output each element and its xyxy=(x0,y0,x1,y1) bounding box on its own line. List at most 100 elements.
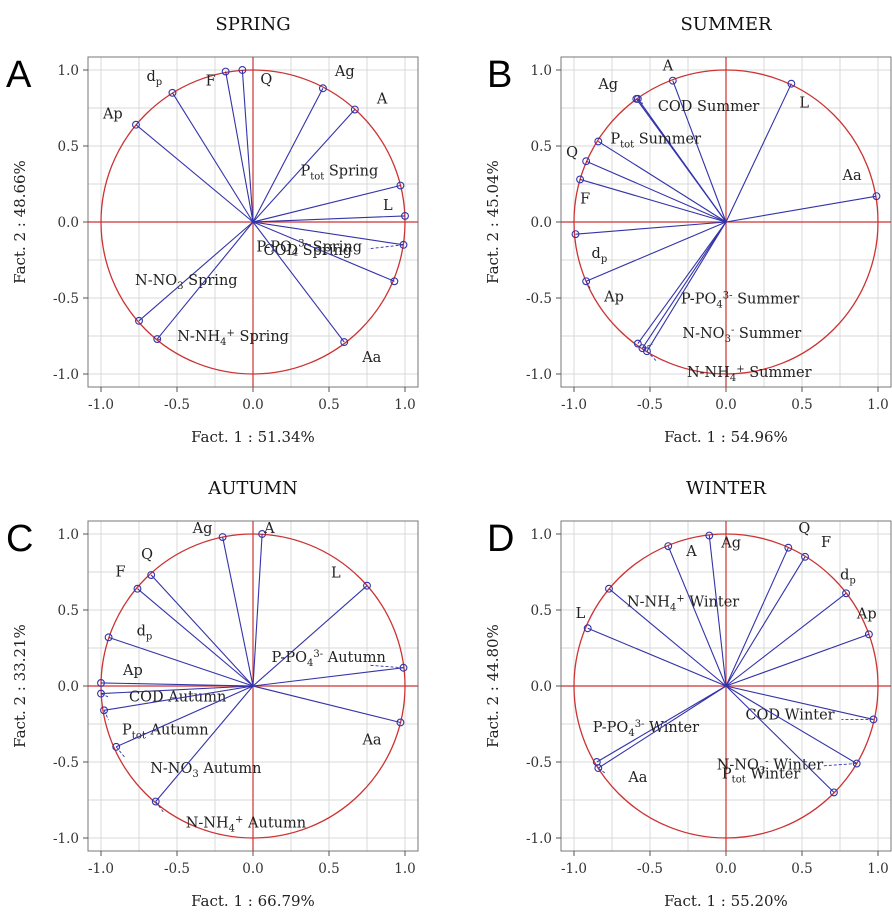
y-tick-label: 1.0 xyxy=(531,63,552,79)
point-label: Aa xyxy=(361,350,381,366)
loading-point xyxy=(668,76,677,85)
point-label: Ptot Winter xyxy=(722,766,800,785)
loading-point xyxy=(399,663,408,672)
loading-vector xyxy=(587,627,727,687)
loading-point xyxy=(133,584,142,593)
loading-vector xyxy=(598,685,727,769)
point-label: P-PO43- Summer xyxy=(681,291,800,311)
label-leader xyxy=(637,98,644,105)
loading-point xyxy=(135,316,143,325)
loading-point xyxy=(396,718,405,727)
label-leader xyxy=(100,693,109,698)
panel-title: WINTER xyxy=(686,478,767,499)
panel-letter: A xyxy=(6,54,32,96)
loading-point xyxy=(151,797,160,806)
x-tick-label: 0.5 xyxy=(318,861,339,877)
point-label: F xyxy=(580,191,590,207)
loading-vector xyxy=(637,98,727,223)
loading-point xyxy=(633,339,642,348)
label-leader xyxy=(368,244,404,250)
loading-point xyxy=(258,530,267,538)
loading-point xyxy=(605,584,613,593)
loading-point xyxy=(100,706,108,715)
loading-vector xyxy=(585,160,727,223)
point-label: P-PO43- Spring xyxy=(256,238,362,258)
point-label: Ap xyxy=(603,289,624,305)
x-tick-label: 0.5 xyxy=(791,861,812,877)
x-tick-label: 0.0 xyxy=(715,861,736,877)
loading-vector xyxy=(222,536,254,687)
y-axis-label: Fact. 2 : 33.21% xyxy=(11,624,29,748)
point-label: dp xyxy=(840,567,856,586)
panel-c: AUTUMN C -1.0 -1.0 -0.5 -0.5 0.0 0.0 0.5 0.5 1.0 1.… xyxy=(6,478,419,910)
point-label: Ag xyxy=(720,536,741,552)
loading-vector xyxy=(150,574,254,687)
loading-vector xyxy=(641,221,727,349)
y-tick-label: 0.5 xyxy=(531,139,552,155)
point-label: Aa xyxy=(361,732,381,748)
loading-vector xyxy=(171,92,254,223)
label-leader xyxy=(370,664,404,669)
point-label: Q xyxy=(141,547,153,563)
y-tick-label: -0.5 xyxy=(526,291,552,307)
y-tick-label: 1.0 xyxy=(58,527,79,543)
x-tick-label: 0.5 xyxy=(318,397,339,413)
y-tick-label: -1.0 xyxy=(526,367,552,383)
loading-point xyxy=(399,240,408,249)
loading-vector xyxy=(100,685,254,695)
point-label: L xyxy=(799,96,809,112)
loading-vector xyxy=(252,685,401,724)
loading-vector xyxy=(637,221,727,344)
y-tick-label: -0.5 xyxy=(526,755,552,771)
loading-point xyxy=(401,211,409,220)
loading-vector xyxy=(725,685,858,764)
label-leader xyxy=(598,767,607,775)
loading-vector xyxy=(725,592,847,687)
x-tick-label: -1.0 xyxy=(88,861,114,877)
point-label: F xyxy=(206,74,216,90)
loading-vector xyxy=(725,633,870,687)
point-label: Ap xyxy=(102,107,123,123)
label-leader xyxy=(585,281,592,290)
point-label: Ptot Spring xyxy=(300,164,378,183)
point-label: P-PO43- Winter xyxy=(593,719,699,739)
point-label: dp xyxy=(137,623,153,642)
y-axis-label: Fact. 2 : 48.66% xyxy=(11,160,29,284)
loading-vector xyxy=(252,221,345,343)
loading-vector xyxy=(225,71,254,223)
loading-vector xyxy=(725,83,792,223)
point-label: N-NO3 Autumn xyxy=(150,761,261,780)
panel-b: SUMMER B -1.0 -1.0 -0.5 -0.5 0.0 0.0 0.5 0.5 1.0 1.… xyxy=(484,14,892,446)
point-label: Ptot Summer xyxy=(610,131,701,150)
loading-point xyxy=(104,633,113,642)
loading-vector xyxy=(155,685,254,802)
label-leader xyxy=(115,746,126,758)
y-tick-label: 0.5 xyxy=(58,603,79,619)
x-tick-label: -0.5 xyxy=(164,861,190,877)
panel-a: SPRING A -1.0 -1.0 -0.5 -0.5 0.0 0.0 0.5 0.5 1.0 1.… xyxy=(6,14,419,446)
loading-vector xyxy=(725,685,874,720)
point-label: A xyxy=(685,544,697,560)
point-label: A xyxy=(662,59,674,75)
x-tick-label: 1.0 xyxy=(867,861,888,877)
x-tick-label: -1.0 xyxy=(561,397,587,413)
point-label: N-NO3 Spring xyxy=(135,273,238,292)
loading-vector xyxy=(725,685,835,793)
loading-vector xyxy=(579,178,727,223)
loading-point xyxy=(842,589,851,598)
panel-d: WINTER D -1.0 -1.0 -0.5 -0.5 0.0 0.0 0.5 0.5 1.0 1.… xyxy=(484,478,892,910)
y-tick-label: 1.0 xyxy=(531,527,552,543)
loading-vector xyxy=(608,588,727,687)
loading-vector xyxy=(672,80,727,223)
point-label: Ag xyxy=(597,77,618,93)
loading-point xyxy=(153,335,162,343)
y-tick-label: -1.0 xyxy=(53,367,79,383)
loading-point xyxy=(390,277,399,286)
label-leader xyxy=(642,343,653,349)
y-tick-label: 0.5 xyxy=(58,139,79,155)
y-axis-label: Fact. 2 : 45.04% xyxy=(484,160,502,284)
loading-point xyxy=(633,94,642,103)
y-axis-label: Fact. 2 : 44.80% xyxy=(484,624,502,748)
loading-point xyxy=(318,84,327,93)
loading-point xyxy=(97,689,105,698)
